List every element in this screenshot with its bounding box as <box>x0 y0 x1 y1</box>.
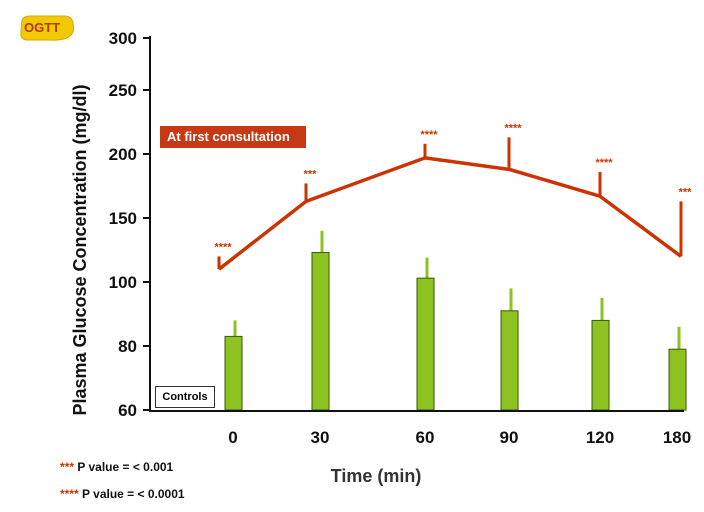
y-tick-label: 150 <box>109 209 137 228</box>
x-tick-label: 0 <box>228 428 237 447</box>
significance-label: **** <box>214 241 232 253</box>
bar <box>591 319 610 411</box>
axes: 60 80 100 150 200 250 300 0 30 60 90 120 180 <box>109 29 692 447</box>
bar <box>668 348 687 411</box>
first-consultation-line: ********************** <box>214 122 693 271</box>
ogtt-label: OGTT <box>24 20 61 35</box>
y-tick-label: 80 <box>118 337 137 356</box>
significance-label: *** <box>679 186 693 198</box>
x-axis-label: Time (min) <box>331 466 422 486</box>
series-line <box>217 156 683 271</box>
footnote-text: P value = < 0.001 <box>77 460 174 474</box>
legend-first-consultation: At first consultation <box>160 126 306 148</box>
x-tick-label: 30 <box>311 428 330 447</box>
y-tick-label: 300 <box>109 29 137 48</box>
ogtt-badge <box>20 15 75 41</box>
significance-label: **** <box>420 129 438 141</box>
bar <box>311 252 330 411</box>
y-tick-label: 100 <box>109 273 137 292</box>
significance-label: **** <box>504 122 522 134</box>
footnote-p001: *** P value = < 0.001 <box>60 460 173 474</box>
y-tick-label: 200 <box>109 145 137 164</box>
controls-bars <box>224 230 687 411</box>
footnote-stars: **** <box>60 487 79 501</box>
x-tick-label: 120 <box>586 428 614 447</box>
y-tick-label: 250 <box>109 81 137 100</box>
bar <box>416 277 435 411</box>
footnote-text: P value = < 0.0001 <box>82 487 185 501</box>
legend-controls: Controls <box>155 386 215 408</box>
x-tick-label: 180 <box>663 428 691 447</box>
bar <box>224 335 243 411</box>
x-tick-label: 60 <box>416 428 435 447</box>
y-axis-label: Plasma Glucose Concentration (mg/dl) <box>70 84 90 415</box>
footnote-stars: *** <box>60 460 75 474</box>
x-tick-label: 90 <box>500 428 519 447</box>
footnote-p0001: **** P value = < 0.0001 <box>60 487 185 501</box>
y-tick-label: 60 <box>118 401 137 420</box>
bar <box>500 310 519 411</box>
significance-label: **** <box>595 157 613 169</box>
significance-label: *** <box>304 168 318 180</box>
